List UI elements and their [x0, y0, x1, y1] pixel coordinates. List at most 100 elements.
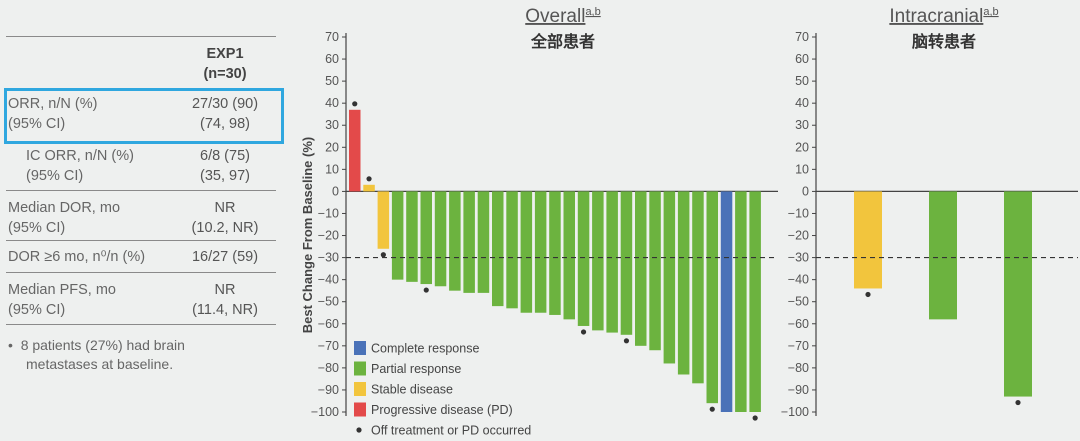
overall-bar — [649, 191, 661, 351]
orr-value: 27/30 (90) — [191, 96, 259, 112]
overall-bar — [749, 191, 761, 412]
intracranial-bar — [854, 191, 882, 289]
intracranial-tick-label: −30 — [788, 251, 809, 265]
intracranial-chart: 70 60 50 40 30 20 10 0 −10 −20 −30 −40 −50 −60 −70 −80 −… — [781, 30, 1078, 419]
overall-bar — [449, 191, 461, 291]
intracranial-tick-label: 20 — [795, 140, 809, 154]
overall-tick-label: −40 — [318, 273, 339, 287]
overall-tick-label: 20 — [325, 140, 339, 154]
legend-label-dot: Off treatment or PD occurred — [371, 424, 531, 438]
overall-bar — [434, 191, 447, 287]
pfs-ci-value: (11.4, NR) — [192, 302, 258, 318]
intracranial-tick-label: −60 — [788, 317, 809, 331]
overall-bar — [606, 191, 618, 333]
intracranial-bar — [929, 191, 957, 320]
overall-bar — [692, 191, 704, 384]
intracranial-tick-label: 70 — [795, 30, 809, 44]
row-rule-1 — [6, 190, 276, 191]
intracranial-subtitle: 脑转患者 — [912, 32, 976, 51]
note-line-1: 8 patients (27%) had brain — [20, 337, 185, 353]
overall-tick-label: 40 — [325, 96, 339, 110]
dor-ci-label: (95% CI) — [8, 220, 66, 236]
intracranial-tick-label: −10 — [788, 206, 809, 220]
intracranial-tick-label: −20 — [788, 229, 809, 243]
intracranial-title: Intracraniala,b — [889, 6, 998, 27]
legend-label-progressive: Progressive disease (PD) — [371, 403, 513, 417]
overall-tick-label: −80 — [318, 361, 339, 375]
intracranial-tick-label: −40 — [788, 273, 809, 287]
overall-tick-label: −70 — [318, 339, 339, 353]
dor-ci-value: (10.2, NR) — [191, 220, 259, 236]
legend: Complete response Partial response Stable … — [354, 341, 531, 438]
overall-bar — [492, 191, 504, 307]
overall-pd-dot — [352, 101, 358, 107]
overall-title: Overalla,b — [525, 6, 600, 27]
overall-pd-dot — [380, 252, 386, 258]
overall-tick-label: −10 — [318, 206, 339, 220]
overall-tick-label: −100 — [311, 405, 339, 419]
note-line-2: metastases at baseline. — [26, 356, 174, 372]
legend-label-complete: Complete response — [371, 342, 479, 356]
overall-tick-label: −30 — [318, 251, 339, 265]
overall-bar — [620, 191, 633, 335]
dor-value: NR — [214, 200, 236, 216]
legend-swatch-progressive — [354, 402, 366, 417]
intracranial-bar — [1004, 191, 1032, 397]
row-rule-2 — [6, 240, 276, 241]
overall-bar — [377, 191, 390, 249]
overall-pd-dot — [366, 176, 372, 182]
intracranial-tick-label: 30 — [795, 118, 809, 132]
pfs-label: Median PFS, mo — [8, 282, 116, 298]
intracranial-tick-label: 10 — [795, 162, 809, 176]
orr-highlight-box — [4, 88, 284, 144]
overall-bar — [477, 191, 490, 293]
overall-pd-dot — [752, 415, 758, 421]
legend-swatch-stable — [354, 382, 366, 396]
intracranial-tick-label: 0 — [802, 184, 809, 198]
overall-tick-label: 0 — [332, 184, 339, 198]
intracranial-tick-label: −80 — [788, 361, 809, 375]
overall-bar — [391, 191, 404, 280]
intracranial-tick-label: −100 — [781, 405, 809, 419]
overall-bar — [592, 191, 604, 331]
overall-pd-dot — [709, 406, 715, 412]
overall-tick-label: 50 — [325, 74, 339, 88]
intracranial-tick-label: −90 — [788, 383, 809, 397]
overall-bar — [363, 184, 375, 192]
overall-subtitle: 全部患者 — [530, 32, 595, 51]
legend-label-partial: Partial response — [371, 362, 461, 376]
table-header-exp1: EXP1 (n=30) — [176, 44, 274, 84]
overall-bar — [549, 191, 561, 315]
overall-bar — [463, 191, 475, 293]
overall-tick-label: 30 — [325, 118, 339, 132]
legend-dot-swatch — [356, 427, 362, 433]
y-axis-label: Best Change From Baseline (%) — [300, 137, 315, 334]
overall-tick-label: 70 — [325, 30, 339, 44]
table-bottom-rule — [6, 324, 276, 325]
overall-bar — [406, 191, 418, 282]
legend-swatch-partial — [354, 361, 366, 376]
overall-bar — [720, 191, 733, 412]
intracranial-tick-label: 40 — [795, 96, 809, 110]
overall-bar — [520, 191, 533, 313]
overall-bar — [663, 191, 676, 364]
overall-tick-label: −60 — [318, 317, 339, 331]
orr-label: ORR, n/N (%) — [8, 96, 98, 112]
pfs-ci-label: (95% CI) — [8, 302, 66, 318]
ic-orr-value: 6/8 (75) — [200, 148, 250, 164]
intracranial-tick-label: −50 — [788, 295, 809, 309]
legend-swatch-complete — [354, 341, 366, 355]
row-rule-3 — [6, 272, 276, 273]
overall-tick-label: −20 — [318, 229, 339, 243]
ic-orr-ci-value: (35, 97) — [200, 168, 250, 184]
bullet-icon: • — [8, 337, 21, 353]
overall-bar — [506, 191, 518, 309]
overall-bar — [534, 191, 547, 313]
results-table: EXP1 (n=30) ORR, n/N (%) (95% CI) 27/30 … — [0, 0, 284, 441]
pfs-value: NR — [214, 282, 236, 298]
intracranial-tick-label: 50 — [795, 74, 809, 88]
overall-pd-dot — [580, 329, 587, 335]
overall-bar — [349, 109, 361, 192]
overall-tick-label: −50 — [318, 295, 339, 309]
